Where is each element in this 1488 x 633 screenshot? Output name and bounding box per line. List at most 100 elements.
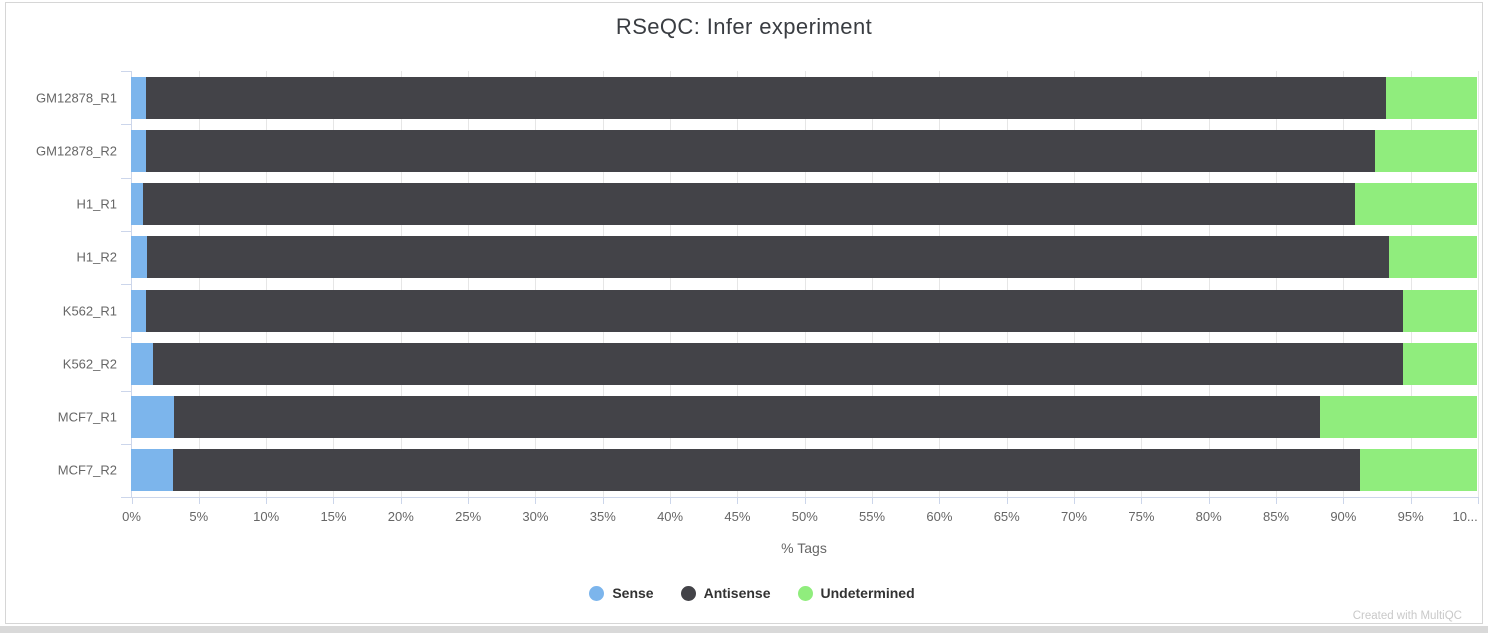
bar-row xyxy=(131,76,1478,119)
legend-marker-antisense xyxy=(680,585,696,601)
y-category-label: H1_R1 xyxy=(76,196,117,212)
bar-segment-undetermined[interactable] xyxy=(1385,76,1478,119)
y-category-label: GM12878_R2 xyxy=(36,143,117,159)
legend-marker-undetermined xyxy=(797,585,813,601)
gridline xyxy=(1478,71,1479,497)
y-category-label: GM12878_R1 xyxy=(36,90,117,106)
legend-label: Undetermined xyxy=(820,585,915,601)
legend-marker-sense xyxy=(589,585,605,601)
x-axis-tick xyxy=(468,497,470,504)
gridline xyxy=(670,71,672,497)
legend-label: Sense xyxy=(612,585,654,601)
x-tick-label: 25% xyxy=(455,509,482,524)
legend-item-sense[interactable]: Sense xyxy=(589,585,654,601)
y-category-label: MCF7_R1 xyxy=(57,409,117,425)
bar-segment-sense[interactable] xyxy=(131,289,146,332)
x-tick-label: 75% xyxy=(1128,509,1155,524)
x-axis-tick xyxy=(198,497,200,504)
bar-segment-undetermined[interactable] xyxy=(1319,396,1478,439)
plot-panel: RSeQC: Infer experiment 0% 5% 10% 15% 20% 25%… xyxy=(5,2,1483,624)
y-category-label: H1_R2 xyxy=(76,249,117,265)
x-axis-tick xyxy=(1006,497,1008,504)
bar-segment-antisense[interactable] xyxy=(145,289,1404,332)
bar-segment-sense[interactable] xyxy=(131,129,146,172)
bar-segment-undetermined[interactable] xyxy=(1375,129,1478,172)
y-axis-tick xyxy=(121,284,131,285)
y-axis-tick xyxy=(121,124,131,126)
bar-segment-sense[interactable] xyxy=(131,342,153,385)
y-axis-tick xyxy=(121,337,131,339)
y-category-label: K562_R2 xyxy=(62,356,117,372)
x-axis-tick xyxy=(737,497,739,504)
bar-segment-antisense[interactable] xyxy=(174,396,1320,439)
gridline xyxy=(737,71,739,497)
bar-segment-undetermined[interactable] xyxy=(1403,289,1478,332)
gridline xyxy=(400,71,402,497)
gridline xyxy=(1006,71,1008,497)
gridline xyxy=(198,71,200,497)
gridline xyxy=(535,71,537,497)
bar-segment-undetermined[interactable] xyxy=(1354,183,1478,226)
x-axis-tick xyxy=(602,497,604,504)
bar-segment-sense[interactable] xyxy=(131,183,144,226)
gridline xyxy=(1276,71,1278,497)
x-axis-tick xyxy=(1276,497,1278,504)
bar-segment-undetermined[interactable] xyxy=(1388,236,1478,279)
x-tick-label: 70% xyxy=(1061,509,1088,524)
legend-item-antisense[interactable]: Antisense xyxy=(680,585,771,601)
bar-segment-antisense[interactable] xyxy=(152,342,1404,385)
gridline xyxy=(804,71,806,497)
x-tick-label: 65% xyxy=(993,509,1020,524)
bar-segment-antisense[interactable] xyxy=(145,76,1386,119)
x-axis-tick xyxy=(1141,497,1143,504)
x-axis-title: % Tags xyxy=(781,540,827,556)
x-axis-tick xyxy=(670,497,672,504)
y-axis-tick xyxy=(121,443,131,445)
x-axis-tick xyxy=(1478,497,1479,504)
bar-segment-antisense[interactable] xyxy=(172,449,1361,492)
horizontal-scrollbar[interactable] xyxy=(0,626,1488,633)
bar-segment-undetermined[interactable] xyxy=(1360,449,1478,492)
bar-segment-sense[interactable] xyxy=(131,236,148,279)
x-tick-label: 20% xyxy=(387,509,414,524)
y-axis-tick xyxy=(121,390,131,392)
y-axis-tick xyxy=(121,177,131,179)
x-axis-tick xyxy=(131,497,133,504)
gridline xyxy=(939,71,941,497)
x-axis-tick xyxy=(333,497,335,504)
x-axis-tick xyxy=(266,497,268,504)
bar-segment-antisense[interactable] xyxy=(147,236,1389,279)
x-axis-tick xyxy=(535,497,537,504)
gridline xyxy=(1410,71,1412,497)
x-axis-tick xyxy=(400,497,402,504)
y-axis-tick xyxy=(121,230,131,232)
x-tick-label: 55% xyxy=(859,509,886,524)
x-tick-label: 10% xyxy=(253,509,280,524)
bar-segment-sense[interactable] xyxy=(131,449,173,492)
gridline xyxy=(1141,71,1143,497)
y-axis-tick xyxy=(121,497,131,498)
x-axis-tick xyxy=(1074,497,1076,504)
y-axis-tick xyxy=(121,71,131,72)
legend: Sense Antisense Undetermined xyxy=(6,585,1488,601)
x-tick-label: 5% xyxy=(189,509,209,524)
x-tick-label: 35% xyxy=(589,509,616,524)
bar-segment-antisense[interactable] xyxy=(145,129,1376,172)
x-axis-tick xyxy=(939,497,941,504)
bar-segment-undetermined[interactable] xyxy=(1403,342,1478,385)
y-axis-line xyxy=(131,71,132,497)
bar-segment-antisense[interactable] xyxy=(143,183,1355,226)
y-category-label: MCF7_R2 xyxy=(57,462,117,478)
bar-segment-sense[interactable] xyxy=(131,396,175,439)
bar-segment-sense[interactable] xyxy=(131,76,146,119)
x-axis-tick xyxy=(804,497,806,504)
bar-row xyxy=(131,183,1478,226)
legend-item-undetermined[interactable]: Undetermined xyxy=(797,585,915,601)
x-tick-label: 80% xyxy=(1195,509,1222,524)
x-tick-label: 60% xyxy=(926,509,953,524)
bar-row xyxy=(131,449,1478,492)
x-axis-tick xyxy=(1208,497,1210,504)
x-axis-tick xyxy=(1410,497,1412,504)
x-tick-label: 95% xyxy=(1397,509,1424,524)
